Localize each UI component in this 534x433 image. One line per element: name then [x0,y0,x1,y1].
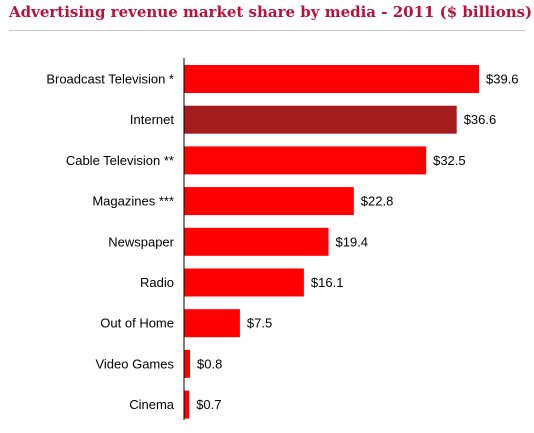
chart-title: Advertising revenue market share by medi… [9,3,533,21]
bar-internet [184,105,457,134]
value-label-out-of-home: $7.5 [247,316,272,331]
category-label-newspaper: Newspaper [108,234,174,249]
title-divider [9,30,525,31]
bar-broadcast-television [184,65,479,93]
category-label-video-games: Video Games [95,356,174,371]
bar-newspaper [184,227,329,256]
category-label-out-of-home: Out of Home [100,316,174,331]
category-label-internet: Internet [130,112,174,127]
category-label-cinema: Cinema [129,397,175,412]
value-label-cable-television: $32.5 [433,153,466,168]
value-label-cinema: $0.7 [196,397,221,412]
bar-magazines [184,187,354,216]
value-label-magazines: $22.8 [361,194,394,209]
category-label-cable-television: Cable Television ** [66,153,174,168]
value-label-broadcast-television: $39.6 [486,72,519,87]
bar-radio [184,268,304,297]
bar-video-games [184,349,190,378]
bars-layer: Broadcast Television * $39.6 Internet $36.6… [46,65,519,419]
bar-cable-television [184,146,427,175]
value-label-internet: $36.6 [464,112,497,127]
bar-cinema [184,390,190,419]
category-label-broadcast-television: Broadcast Television * [46,72,174,87]
value-label-newspaper: $19.4 [336,234,369,249]
category-label-magazines: Magazines *** [92,194,174,209]
bar-out-of-home [184,309,240,338]
value-label-radio: $16.1 [311,275,344,290]
value-label-video-games: $0.8 [197,356,222,371]
category-label-radio: Radio [140,275,174,290]
